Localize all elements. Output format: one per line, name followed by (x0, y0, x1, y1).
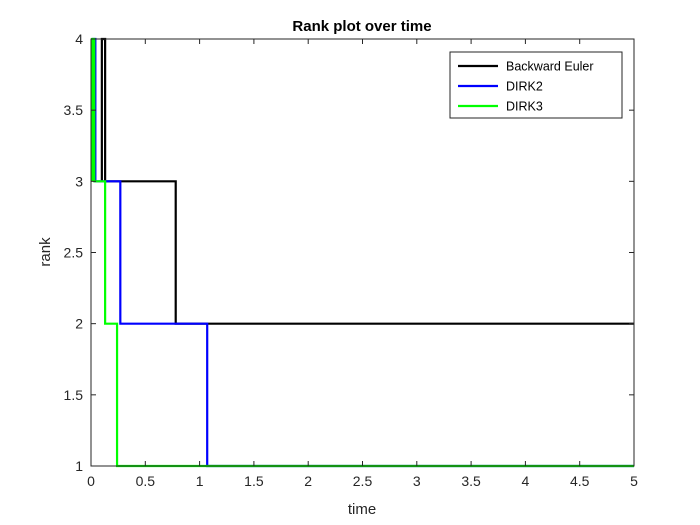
legend-entry-label: DIRK3 (506, 100, 543, 114)
y-tick-label: 2 (75, 316, 83, 332)
tick-layer: 0 0.5 1 1.5 2 2.5 3 3.5 4 4.5 5 1 1.5 2 2.5 3 3.5 4 (64, 31, 639, 489)
x-tick-label: 2.5 (353, 473, 373, 489)
x-tick-label: 0 (87, 473, 95, 489)
y-tick-label: 3 (75, 173, 83, 189)
x-tick-label: 1.5 (244, 473, 264, 489)
x-tick-label: 0.5 (136, 473, 156, 489)
x-tick-label: 4.5 (570, 473, 590, 489)
y-tick-label: 3.5 (64, 102, 84, 118)
legend-entry-label: DIRK2 (506, 80, 543, 94)
y-tick-label: 4 (75, 31, 83, 47)
legend-entry-label: Backward Euler (506, 60, 594, 74)
y-tick-label: 1.5 (64, 387, 84, 403)
x-tick-label: 4 (522, 473, 530, 489)
y-tick-label: 2.5 (64, 245, 84, 261)
y-axis-label: rank (37, 237, 54, 267)
chart-title: Rank plot over time (292, 18, 431, 35)
legend: Backward Euler DIRK2 DIRK3 (449, 51, 623, 119)
x-tick-label: 3 (413, 473, 421, 489)
x-tick-label: 2 (304, 473, 312, 489)
x-tick-label: 3.5 (461, 473, 481, 489)
y-tick-label: 1 (75, 458, 83, 474)
x-tick-label: 1 (196, 473, 204, 489)
x-axis-label: time (348, 501, 376, 518)
x-tick-label: 5 (630, 473, 638, 489)
